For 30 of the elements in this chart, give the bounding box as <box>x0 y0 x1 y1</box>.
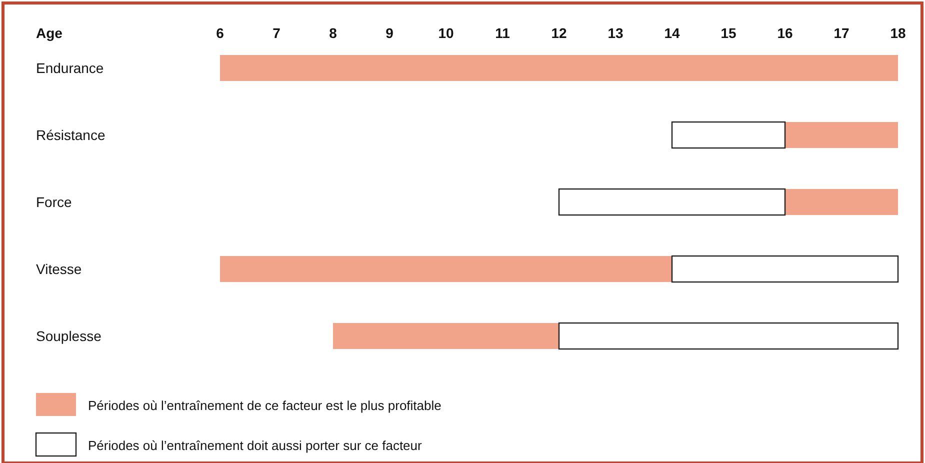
bar <box>220 256 672 282</box>
x-tick-label: 14 <box>664 25 680 41</box>
y-tick-label: Souplesse <box>36 328 102 344</box>
y-tick-label: Résistance <box>36 127 106 143</box>
bar <box>671 255 899 283</box>
y-tick-label: Force <box>36 194 72 210</box>
x-tick-label: 17 <box>834 25 850 41</box>
x-tick-label: 10 <box>438 25 454 41</box>
bar <box>333 323 559 349</box>
x-tick-label: 9 <box>386 25 394 41</box>
bar <box>785 122 898 148</box>
x-tick-label: 13 <box>608 25 624 41</box>
bar <box>671 121 786 149</box>
bar <box>558 188 786 216</box>
y-tick-label: Endurance <box>36 60 104 76</box>
bar <box>558 322 899 350</box>
legend-label: Périodes où l’entraînement doit aussi porter sur ce facteur <box>88 438 423 453</box>
x-tick-label: 6 <box>216 25 224 41</box>
x-tick-label: 15 <box>720 25 736 41</box>
x-tick-label: 11 <box>495 25 510 41</box>
x-tick-label: 18 <box>890 25 906 41</box>
y-tick-label: Vitesse <box>36 261 82 277</box>
bar <box>785 189 898 215</box>
x-tick-label: 7 <box>272 25 281 41</box>
x-axis-title: Age <box>36 25 63 41</box>
legend-label: Périodes où l’entraînement de ce facteur est le plus profitable <box>88 398 442 413</box>
bar <box>220 55 898 81</box>
x-tick-label: 12 <box>551 25 567 41</box>
x-tick-label: 8 <box>329 25 338 41</box>
x-tick-label: 16 <box>777 25 793 41</box>
